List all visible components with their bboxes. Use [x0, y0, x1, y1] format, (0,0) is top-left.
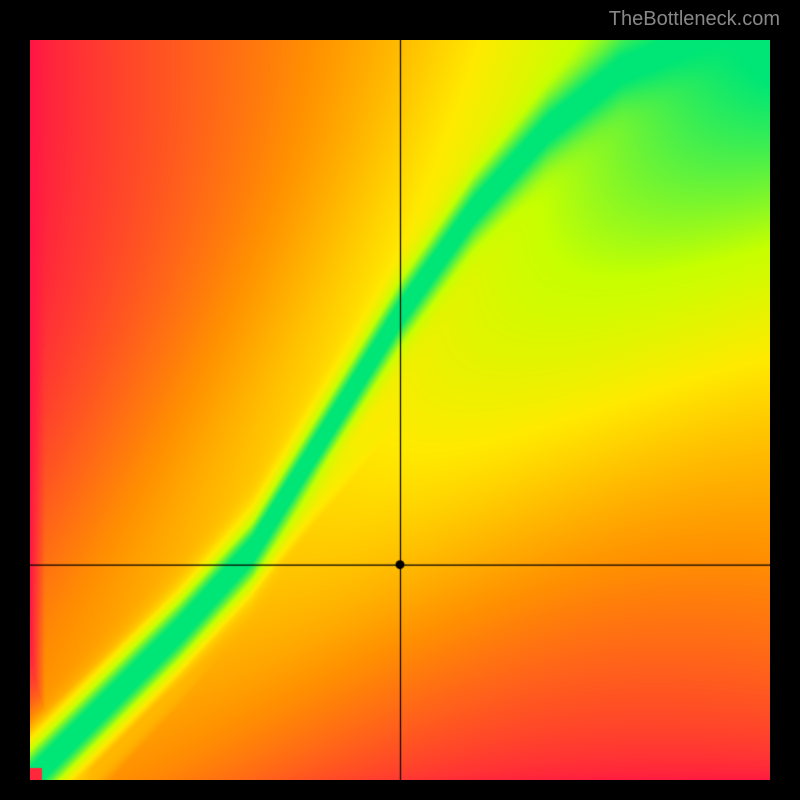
heatmap-canvas: [30, 40, 770, 780]
watermark-text: TheBottleneck.com: [609, 8, 780, 31]
heatmap-chart: [30, 40, 770, 780]
